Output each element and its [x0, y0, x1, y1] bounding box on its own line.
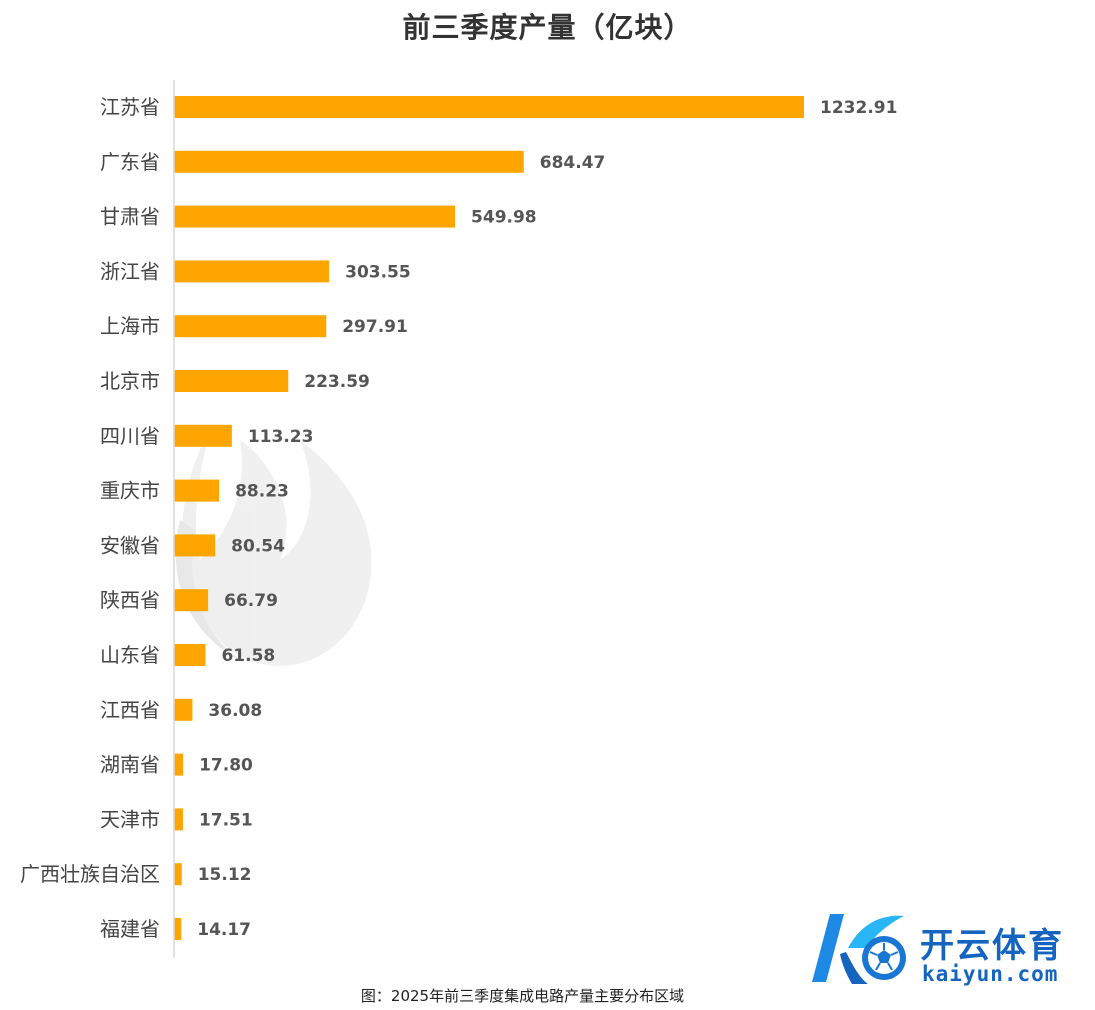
bar: [174, 589, 209, 612]
value-label: 88.23: [235, 482, 289, 502]
category-label: 湖南省: [100, 753, 160, 777]
bar: [174, 96, 804, 118]
bars-layer: 江苏省 1232.91 广东省 684.47 甘肃省 549.98 浙江省 303.55 上海市…: [20, 95, 897, 941]
bar: [174, 315, 327, 338]
bar: [174, 150, 524, 173]
category-label: 北京市: [100, 369, 160, 393]
category-label: 广西壮族自治区: [20, 862, 160, 886]
value-label: 17.80: [199, 756, 253, 776]
category-label: 甘肃省: [100, 205, 160, 229]
value-label: 684.47: [540, 153, 606, 173]
category-label: 山东省: [100, 643, 160, 667]
brand-logo: 开云体育 kaiyun.com: [808, 908, 1090, 988]
value-label: 549.98: [471, 208, 537, 228]
value-label: 1232.91: [820, 98, 897, 118]
chart-title: 前三季度产量（亿块）: [402, 11, 693, 44]
bar: [174, 479, 220, 502]
value-label: 66.79: [224, 591, 278, 611]
bar: [174, 808, 183, 831]
bar: [174, 424, 232, 447]
bar: [174, 370, 289, 392]
category-label: 上海市: [100, 314, 160, 338]
category-label: 广东省: [100, 150, 160, 174]
value-label: 113.23: [248, 427, 314, 447]
category-label: 重庆市: [100, 479, 160, 503]
value-label: 297.91: [342, 317, 408, 337]
bar: [174, 534, 216, 557]
brand-domain: kaiyun.com: [922, 962, 1059, 986]
bar: [174, 863, 182, 886]
value-label: 15.12: [198, 865, 252, 885]
category-label: 江西省: [100, 698, 160, 722]
category-label: 浙江省: [100, 259, 160, 283]
value-label: 61.58: [221, 646, 275, 666]
category-label: 江苏省: [100, 95, 160, 119]
bar: [174, 698, 193, 721]
category-label: 安徽省: [100, 533, 160, 557]
category-label: 陕西省: [100, 588, 160, 612]
value-label: 303.55: [345, 262, 411, 282]
value-label: 223.59: [304, 372, 370, 392]
category-label: 天津市: [100, 807, 160, 831]
category-label: 福建省: [100, 917, 160, 941]
bar: [174, 205, 456, 228]
bar: [174, 260, 330, 283]
bar: [174, 918, 182, 940]
figure-caption: 图：2025年前三季度集成电路产量主要分布区域: [360, 987, 685, 1005]
value-label: 17.51: [199, 810, 253, 830]
soccer-ball-k-logo-icon: [812, 914, 906, 984]
value-label: 36.08: [208, 701, 262, 721]
category-label: 四川省: [100, 424, 160, 448]
bar: [174, 753, 184, 776]
brand-name: 开云体育: [920, 926, 1064, 966]
value-label: 80.54: [231, 536, 285, 556]
value-label: 14.17: [197, 920, 251, 940]
bar: [174, 644, 206, 666]
